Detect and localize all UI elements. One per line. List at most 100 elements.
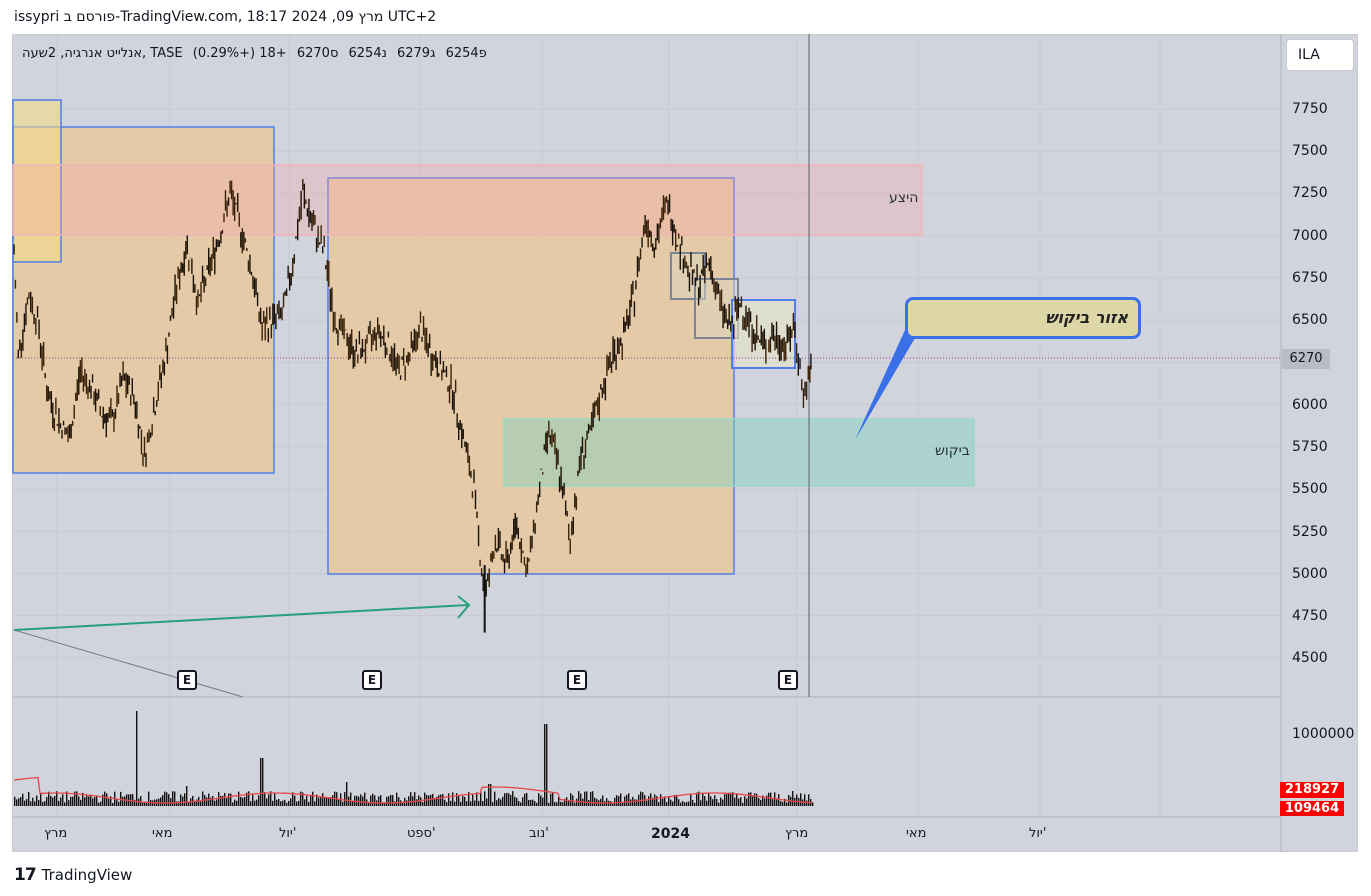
volume-bar <box>764 798 766 806</box>
volume-bar <box>392 795 394 806</box>
volume-bar <box>292 792 294 806</box>
volume-bar <box>182 796 184 806</box>
volume-bar <box>732 792 734 806</box>
volume-bar <box>702 793 704 806</box>
volume-bar <box>454 801 456 806</box>
volume-bar <box>166 792 168 806</box>
volume-bar <box>216 799 218 806</box>
grey-trendline[interactable] <box>13 629 244 698</box>
volume-bar <box>476 792 478 806</box>
earnings-marker[interactable]: E <box>362 670 382 690</box>
demand-zone[interactable] <box>503 418 975 487</box>
volume-bar <box>290 798 292 806</box>
range-box-middle[interactable] <box>327 177 735 575</box>
time-tick: ספט' <box>407 826 436 841</box>
volume-bar <box>530 799 532 806</box>
volume-bar <box>786 802 788 806</box>
volume-bar <box>32 797 34 806</box>
volume-bar <box>274 792 276 806</box>
volume-bar <box>260 758 262 806</box>
volume-bar <box>714 795 716 806</box>
volume-bar <box>278 798 280 806</box>
volume-bar <box>690 793 692 806</box>
price-tick: 5750 <box>1292 439 1328 455</box>
volume-bar <box>744 796 746 806</box>
volume-bar <box>276 799 278 806</box>
volume-bar <box>640 791 642 806</box>
volume-bar <box>458 796 460 806</box>
volume-bar <box>492 802 494 806</box>
volume-bar <box>380 795 382 806</box>
volume-bar <box>50 795 52 806</box>
earnings-marker[interactable]: E <box>177 670 197 690</box>
volume-bar <box>310 794 312 806</box>
volume-bar <box>246 792 248 806</box>
legend-high: ג6279 <box>396 46 436 61</box>
volume-bar <box>38 800 40 806</box>
volume-bar <box>726 794 728 806</box>
volume-bar <box>578 791 580 806</box>
volume-bar <box>708 792 710 806</box>
volume-bar <box>568 799 570 806</box>
volume-bar <box>272 800 274 806</box>
demand-area-callout[interactable]: אזור ביקוש <box>905 297 1141 339</box>
volume-bar <box>440 794 442 806</box>
volume-bar <box>792 791 794 806</box>
volume-bar <box>696 792 698 806</box>
volume-bar <box>232 802 234 806</box>
volume-bar <box>90 794 92 806</box>
volume-bar <box>346 782 348 806</box>
volume-bar <box>770 792 772 806</box>
supply-zone[interactable] <box>12 164 923 236</box>
time-tick: מאי <box>152 826 173 841</box>
volume-bar <box>60 797 62 806</box>
earnings-marker[interactable]: E <box>778 670 798 690</box>
volume-bar <box>564 798 566 806</box>
volume-bar <box>230 793 232 806</box>
volume-bar <box>580 793 582 806</box>
volume-bar <box>144 802 146 806</box>
volume-bar <box>498 798 500 806</box>
price-tick: 5000 <box>1292 566 1328 582</box>
volume-bar <box>698 791 700 806</box>
volume-bar <box>22 793 24 806</box>
volume-bar <box>746 798 748 806</box>
trend-arrow-line[interactable] <box>13 604 469 631</box>
volume-bar <box>184 793 186 806</box>
volume-bar <box>286 802 288 806</box>
volume-bar <box>14 796 16 806</box>
volume-bar <box>402 802 404 806</box>
legend-open: פ6254 <box>445 46 487 61</box>
volume-bar <box>108 798 110 806</box>
volume-bar <box>116 799 118 806</box>
volume-moving-average-line <box>13 776 813 804</box>
volume-bar <box>442 794 444 806</box>
volume-bar <box>630 799 632 806</box>
volume-bar <box>280 801 282 806</box>
volume-bar <box>484 791 486 806</box>
volume-bar <box>518 801 520 806</box>
price-tick: 4750 <box>1292 608 1328 624</box>
price-tick: 7750 <box>1292 101 1328 117</box>
volume-bar <box>558 796 560 806</box>
symbol-legend: אנלייט אנרגיה, 2שעה, TASE פ6254 ג6279 נ6… <box>22 46 493 61</box>
volume-bar <box>752 796 754 806</box>
volume-bars <box>14 711 814 806</box>
volume-bar <box>468 792 470 806</box>
volume-bar <box>222 795 224 806</box>
volume-bar <box>618 796 620 806</box>
volume-bar <box>678 799 680 806</box>
earnings-marker[interactable]: E <box>567 670 587 690</box>
currency-button[interactable]: ILA <box>1286 39 1354 71</box>
volume-bar <box>676 794 678 806</box>
volume-bar <box>494 791 496 806</box>
volume-bar <box>140 796 142 806</box>
volume-bar <box>554 801 556 806</box>
volume-bar <box>432 794 434 806</box>
volume-bar <box>648 796 650 806</box>
volume-bar <box>664 796 666 806</box>
volume-bar <box>710 796 712 806</box>
volume-bar <box>776 799 778 806</box>
volume-bar <box>178 801 180 806</box>
price-tick: 6500 <box>1292 312 1328 328</box>
